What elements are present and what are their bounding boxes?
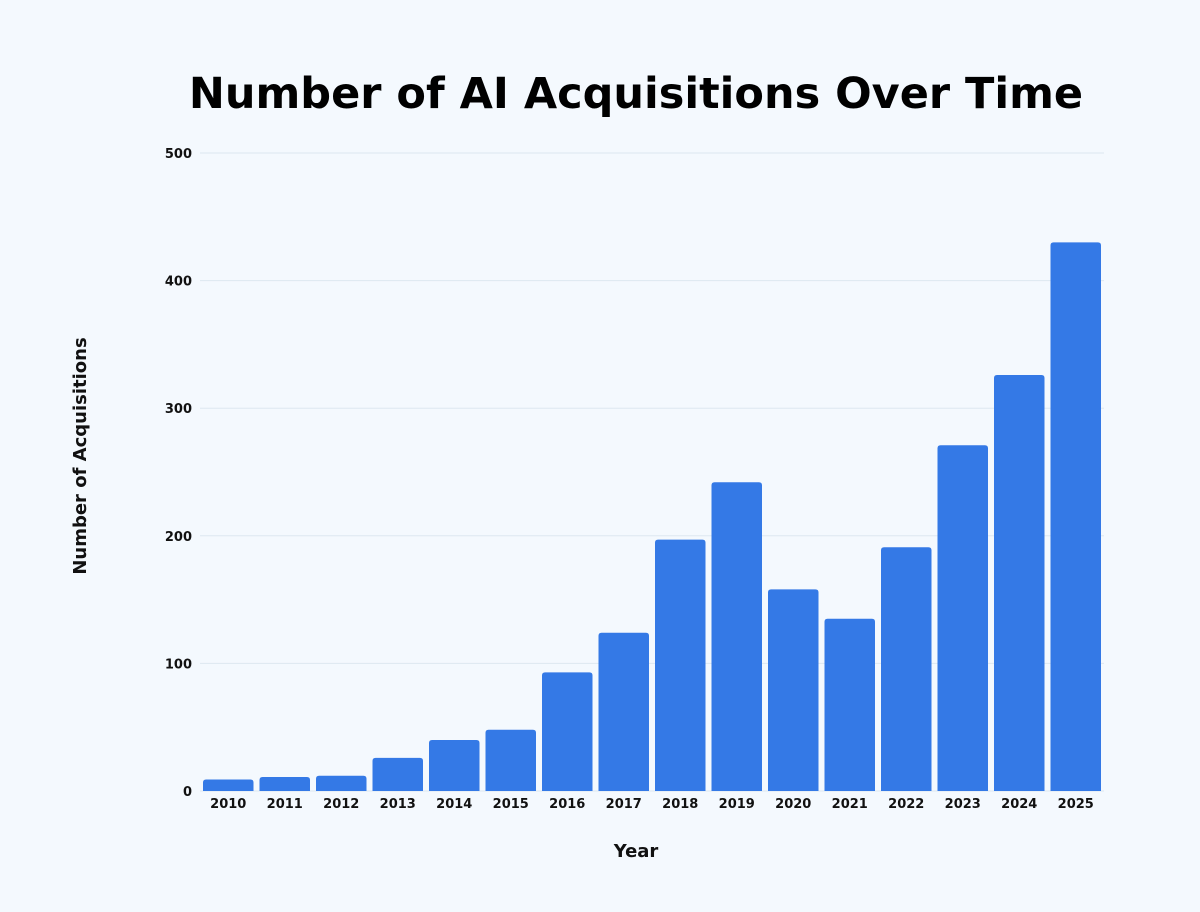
x-tick-labels: 2010 2011 2012 2013 2014 2015 2016 2017 2018 2019… — [210, 797, 1094, 812]
bar-2010 — [203, 779, 254, 791]
bar-2015 — [485, 729, 536, 791]
bar-2019 — [711, 482, 762, 791]
y-tick-label: 200 — [165, 530, 192, 545]
x-tick-label: 2016 — [549, 797, 585, 812]
bar-2024 — [994, 375, 1045, 791]
bar-2022 — [881, 547, 932, 791]
x-tick-label: 2019 — [719, 797, 755, 812]
x-axis-label: Year — [613, 841, 659, 862]
x-tick-label: 2010 — [210, 797, 246, 812]
y-tick-labels: 0 100 200 300 400 500 — [165, 147, 192, 800]
x-tick-label: 2011 — [267, 797, 303, 812]
x-tick-label: 2017 — [606, 797, 642, 812]
bar-2021 — [824, 618, 875, 791]
x-tick-label: 2014 — [436, 797, 472, 812]
bar-2025 — [1050, 242, 1101, 791]
bar-2013 — [372, 757, 423, 791]
y-tick-label: 0 — [183, 785, 192, 800]
x-tick-label: 2018 — [662, 797, 698, 812]
bar-2014 — [429, 739, 480, 791]
chart-title: Number of AI Acquisitions Over Time — [189, 69, 1083, 119]
x-tick-label: 2020 — [775, 797, 811, 812]
bar-2018 — [655, 539, 706, 791]
bar-2017 — [598, 632, 649, 791]
x-tick-label: 2012 — [323, 797, 359, 812]
bar-2016 — [542, 672, 593, 791]
y-tick-label: 300 — [165, 402, 192, 417]
x-tick-label: 2013 — [380, 797, 416, 812]
x-tick-label: 2024 — [1001, 797, 1037, 812]
bar-2011 — [259, 776, 310, 791]
y-axis-label: Number of Acquisitions — [70, 337, 91, 574]
x-tick-label: 2025 — [1058, 797, 1094, 812]
y-tick-label: 100 — [165, 657, 192, 672]
bar-2020 — [768, 589, 819, 791]
y-tick-label: 500 — [165, 147, 192, 162]
bars — [203, 242, 1101, 791]
x-tick-label: 2015 — [493, 797, 529, 812]
bar-2012 — [316, 775, 367, 791]
x-tick-label: 2021 — [832, 797, 868, 812]
y-tick-label: 400 — [165, 275, 192, 290]
bar-2023 — [937, 445, 988, 791]
x-tick-label: 2022 — [888, 797, 924, 812]
x-tick-label: 2023 — [945, 797, 981, 812]
